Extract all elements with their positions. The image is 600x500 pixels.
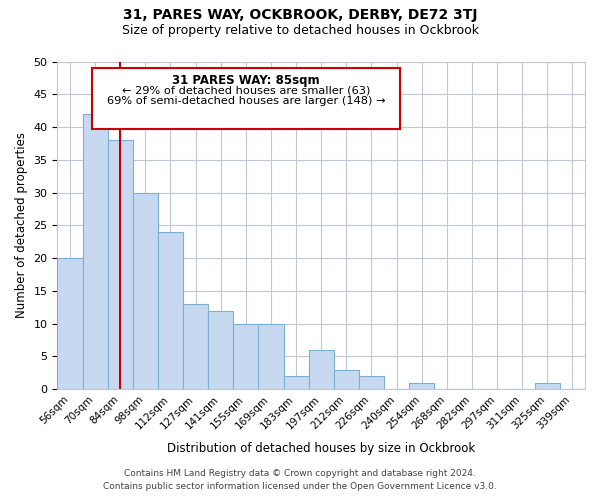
Text: Contains HM Land Registry data © Crown copyright and database right 2024.
Contai: Contains HM Land Registry data © Crown c… <box>103 470 497 491</box>
Bar <box>359 376 384 389</box>
Bar <box>58 258 83 389</box>
X-axis label: Distribution of detached houses by size in Ockbrook: Distribution of detached houses by size … <box>167 442 475 455</box>
Bar <box>284 376 308 389</box>
Bar <box>535 382 560 389</box>
Bar <box>334 370 359 389</box>
Bar <box>308 350 334 389</box>
Bar <box>83 114 107 389</box>
Bar <box>183 304 208 389</box>
Bar <box>409 382 434 389</box>
Y-axis label: Number of detached properties: Number of detached properties <box>15 132 28 318</box>
Text: 31, PARES WAY, OCKBROOK, DERBY, DE72 3TJ: 31, PARES WAY, OCKBROOK, DERBY, DE72 3TJ <box>123 8 477 22</box>
Bar <box>133 192 158 389</box>
FancyBboxPatch shape <box>92 68 400 128</box>
Bar <box>233 324 259 389</box>
Text: 69% of semi-detached houses are larger (148) →: 69% of semi-detached houses are larger (… <box>107 96 385 106</box>
Text: 31 PARES WAY: 85sqm: 31 PARES WAY: 85sqm <box>172 74 320 87</box>
Text: Size of property relative to detached houses in Ockbrook: Size of property relative to detached ho… <box>121 24 479 37</box>
Bar <box>158 232 183 389</box>
Text: ← 29% of detached houses are smaller (63): ← 29% of detached houses are smaller (63… <box>122 85 370 95</box>
Bar <box>259 324 284 389</box>
Bar <box>208 310 233 389</box>
Bar <box>107 140 133 389</box>
